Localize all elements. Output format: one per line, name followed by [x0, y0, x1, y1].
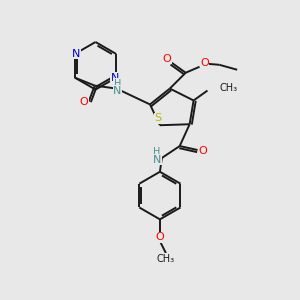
Text: CH₃: CH₃ [219, 82, 238, 93]
Text: N: N [72, 49, 80, 59]
Text: S: S [154, 113, 161, 123]
Text: O: O [155, 232, 164, 242]
Text: O: O [198, 146, 207, 156]
Text: N: N [113, 85, 122, 96]
Text: H: H [114, 79, 121, 88]
Text: O: O [200, 58, 209, 68]
Text: H: H [153, 147, 161, 157]
Text: N: N [111, 73, 119, 83]
Text: CH₃: CH₃ [157, 254, 175, 264]
Text: N: N [153, 155, 161, 165]
Text: O: O [163, 54, 171, 64]
Text: O: O [80, 98, 88, 107]
